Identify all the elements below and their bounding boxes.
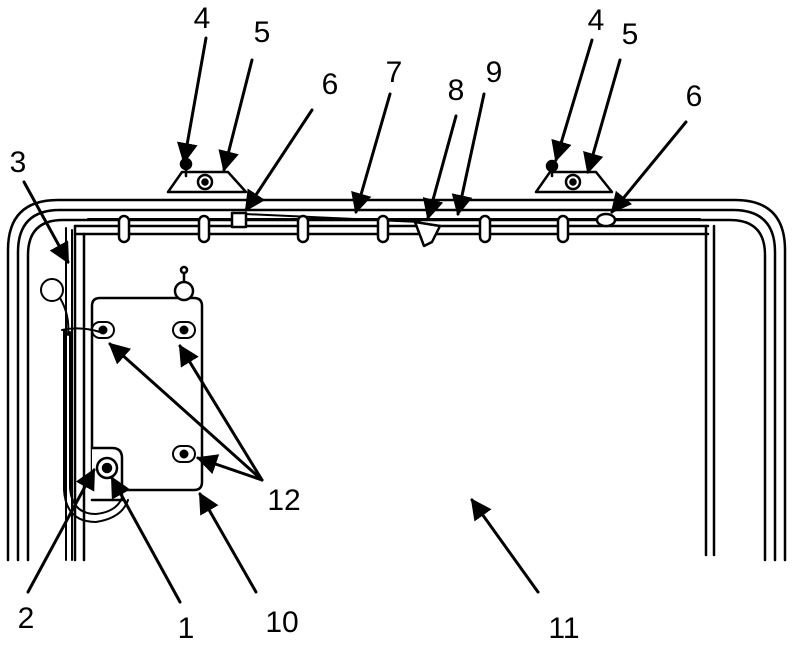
leader-6b: [610, 120, 688, 214]
leader-arrows: [22, 36, 688, 604]
callout-5-left: 5: [254, 16, 271, 49]
callout-4-right: 4: [588, 4, 605, 37]
center-latch: [413, 220, 442, 248]
callout-6-right: 6: [686, 80, 703, 113]
lower-roller: [90, 446, 124, 502]
leader-10: [198, 492, 258, 594]
leader-1: [110, 476, 182, 604]
leader-12c: [196, 454, 264, 482]
leader-6a: [244, 108, 314, 212]
leader-2: [26, 468, 96, 594]
leader-4b: [551, 38, 594, 163]
cable-loop: [61, 327, 129, 523]
leader-4a: [176, 36, 208, 165]
leader-9: [451, 92, 486, 217]
leader-8: [422, 114, 458, 221]
leader-7: [351, 92, 392, 215]
leader-5b: [583, 58, 622, 175]
leader-12a: [108, 342, 264, 482]
leader-5a: [218, 58, 254, 173]
hinge-bracket-right: [534, 159, 614, 194]
callout-10: 10: [265, 606, 298, 639]
callout-1: 1: [178, 612, 195, 645]
callout-labels: 4 5 4 5 6 6 7 8 9 3 2 1 10 11 12: [10, 2, 703, 645]
end-fitting-right: [595, 212, 617, 228]
callout-4-left: 4: [194, 2, 211, 35]
fasteners: [91, 321, 196, 463]
callout-5-right: 5: [622, 18, 639, 51]
leader-11: [470, 498, 540, 594]
callout-9: 9: [486, 56, 503, 89]
callout-6-left: 6: [322, 68, 339, 101]
leader-3: [22, 180, 70, 264]
hinge-bracket-left: [166, 157, 248, 194]
callout-8: 8: [448, 74, 465, 107]
leader-12b: [178, 344, 264, 482]
end-fitting-left: [230, 211, 248, 229]
callout-3: 3: [10, 146, 27, 179]
callout-2: 2: [18, 602, 35, 635]
callout-12: 12: [267, 484, 300, 517]
callout-7: 7: [386, 56, 403, 89]
rail-clips: [117, 214, 570, 244]
side-rod: [40, 227, 73, 561]
callout-11: 11: [548, 612, 579, 645]
